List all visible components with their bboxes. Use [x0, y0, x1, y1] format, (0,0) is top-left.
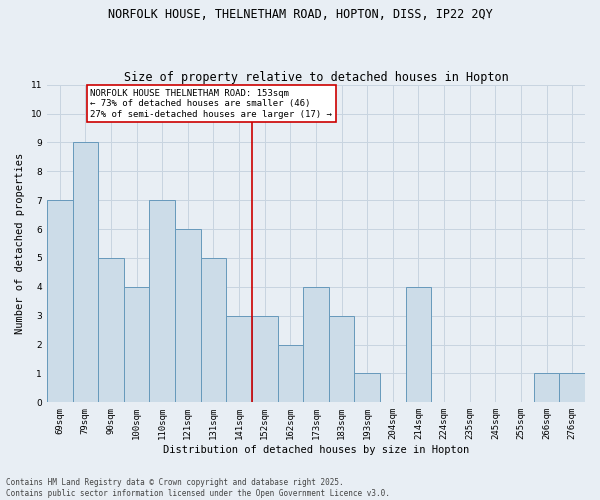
- Bar: [559, 374, 585, 402]
- Text: NORFOLK HOUSE, THELNETHAM ROAD, HOPTON, DISS, IP22 2QY: NORFOLK HOUSE, THELNETHAM ROAD, HOPTON, …: [107, 8, 493, 20]
- Title: Size of property relative to detached houses in Hopton: Size of property relative to detached ho…: [124, 70, 508, 84]
- Bar: [252, 316, 278, 402]
- Y-axis label: Number of detached properties: Number of detached properties: [15, 153, 25, 334]
- Bar: [329, 316, 355, 402]
- Bar: [200, 258, 226, 402]
- Bar: [98, 258, 124, 402]
- Bar: [73, 142, 98, 402]
- X-axis label: Distribution of detached houses by size in Hopton: Distribution of detached houses by size …: [163, 445, 469, 455]
- Bar: [47, 200, 73, 402]
- Bar: [226, 316, 252, 402]
- Bar: [124, 287, 149, 403]
- Bar: [278, 344, 303, 403]
- Bar: [149, 200, 175, 402]
- Bar: [175, 229, 200, 402]
- Bar: [303, 287, 329, 403]
- Bar: [534, 374, 559, 402]
- Text: NORFOLK HOUSE THELNETHAM ROAD: 153sqm
← 73% of detached houses are smaller (46)
: NORFOLK HOUSE THELNETHAM ROAD: 153sqm ← …: [91, 89, 332, 119]
- Text: Contains HM Land Registry data © Crown copyright and database right 2025.
Contai: Contains HM Land Registry data © Crown c…: [6, 478, 390, 498]
- Bar: [406, 287, 431, 403]
- Bar: [355, 374, 380, 402]
